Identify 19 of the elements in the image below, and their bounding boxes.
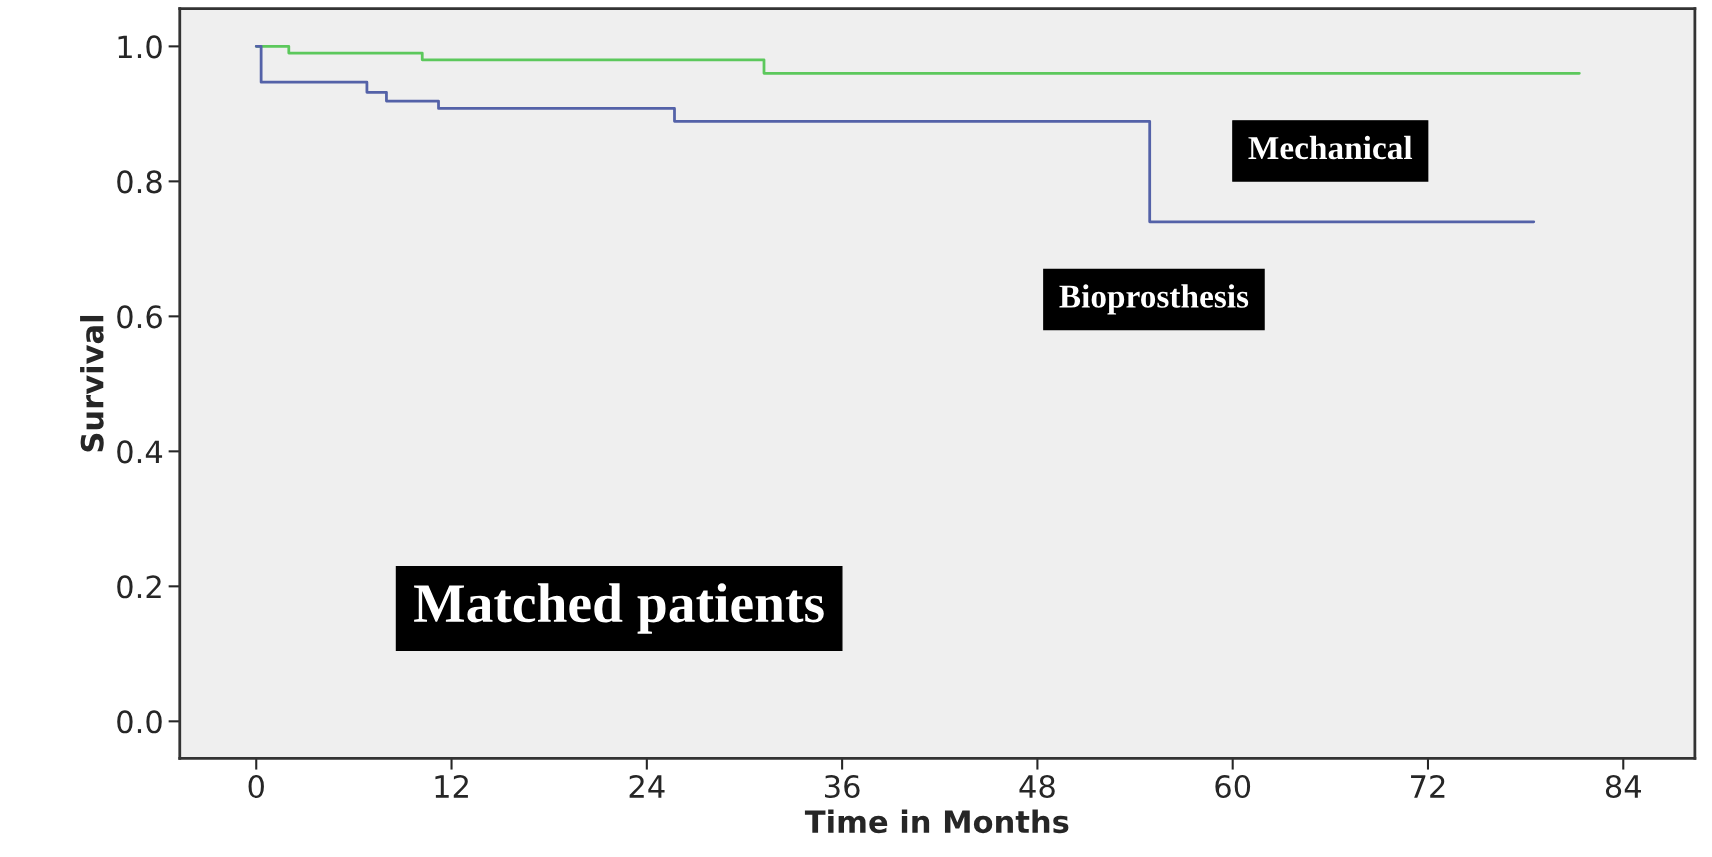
x-tick-label: 48	[1019, 774, 1055, 799]
y-tick-label: 0.4	[117, 440, 163, 464]
x-tick-label: 72	[1411, 774, 1445, 798]
series-label: Bioprosthesis	[1059, 284, 1249, 315]
x-axis-title: Time in Months	[804, 809, 1069, 834]
y-tick-label: 1.0	[118, 35, 162, 59]
x-tick-label: 84	[1605, 774, 1641, 799]
y-tick-label: 0.0	[117, 710, 162, 734]
x-tick-label: 0	[248, 774, 264, 799]
y-tick-label: 0.6	[117, 305, 162, 329]
x-tick-label: 36	[825, 774, 860, 799]
annotation: Matched patients	[414, 583, 824, 634]
x-tick-label: 60	[1215, 774, 1251, 799]
x-tick-label: 24	[629, 774, 665, 798]
y-axis-title: Survival	[80, 315, 104, 452]
y-tick-label: 0.2	[117, 575, 161, 599]
x-tick-label: 12	[435, 774, 468, 798]
y-tick-label: 0.8	[117, 170, 162, 194]
series-label: Mechanical	[1248, 135, 1413, 160]
